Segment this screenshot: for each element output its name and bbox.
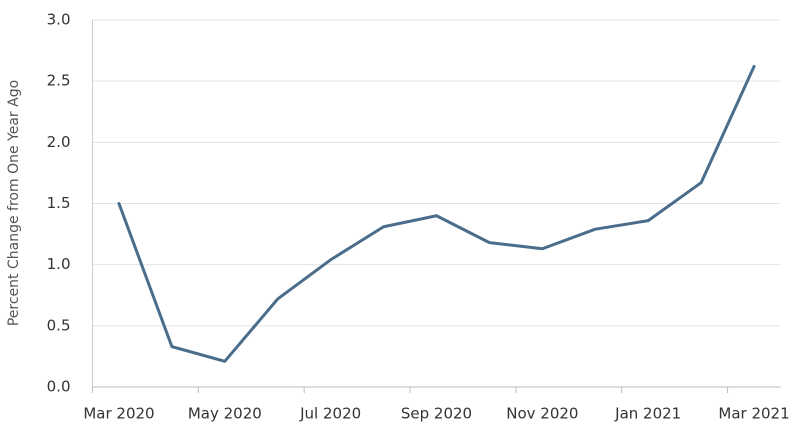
- y-tick-label: 0.5: [47, 316, 71, 334]
- y-tick-label: 2.0: [47, 133, 71, 151]
- x-tick-label: Jul 2020: [299, 405, 361, 423]
- x-tick-label: Nov 2020: [506, 405, 578, 423]
- x-tick-label: Mar 2021: [718, 405, 789, 423]
- y-tick-label: 1.0: [47, 255, 71, 273]
- y-tick-label: 1.5: [47, 194, 71, 212]
- x-tick-label: Mar 2020: [83, 405, 154, 423]
- x-tick-label: Jan 2021: [614, 405, 681, 423]
- y-tick-label: 3.0: [47, 11, 71, 29]
- y-tick-label: 0.0: [47, 378, 71, 396]
- data-line: [117, 64, 756, 363]
- y-axis-title: Percent Change from One Year Ago: [6, 80, 22, 326]
- x-tick-label: May 2020: [188, 405, 262, 423]
- y-tick-label: 2.5: [47, 72, 71, 90]
- x-tick-label: Sep 2020: [401, 405, 472, 423]
